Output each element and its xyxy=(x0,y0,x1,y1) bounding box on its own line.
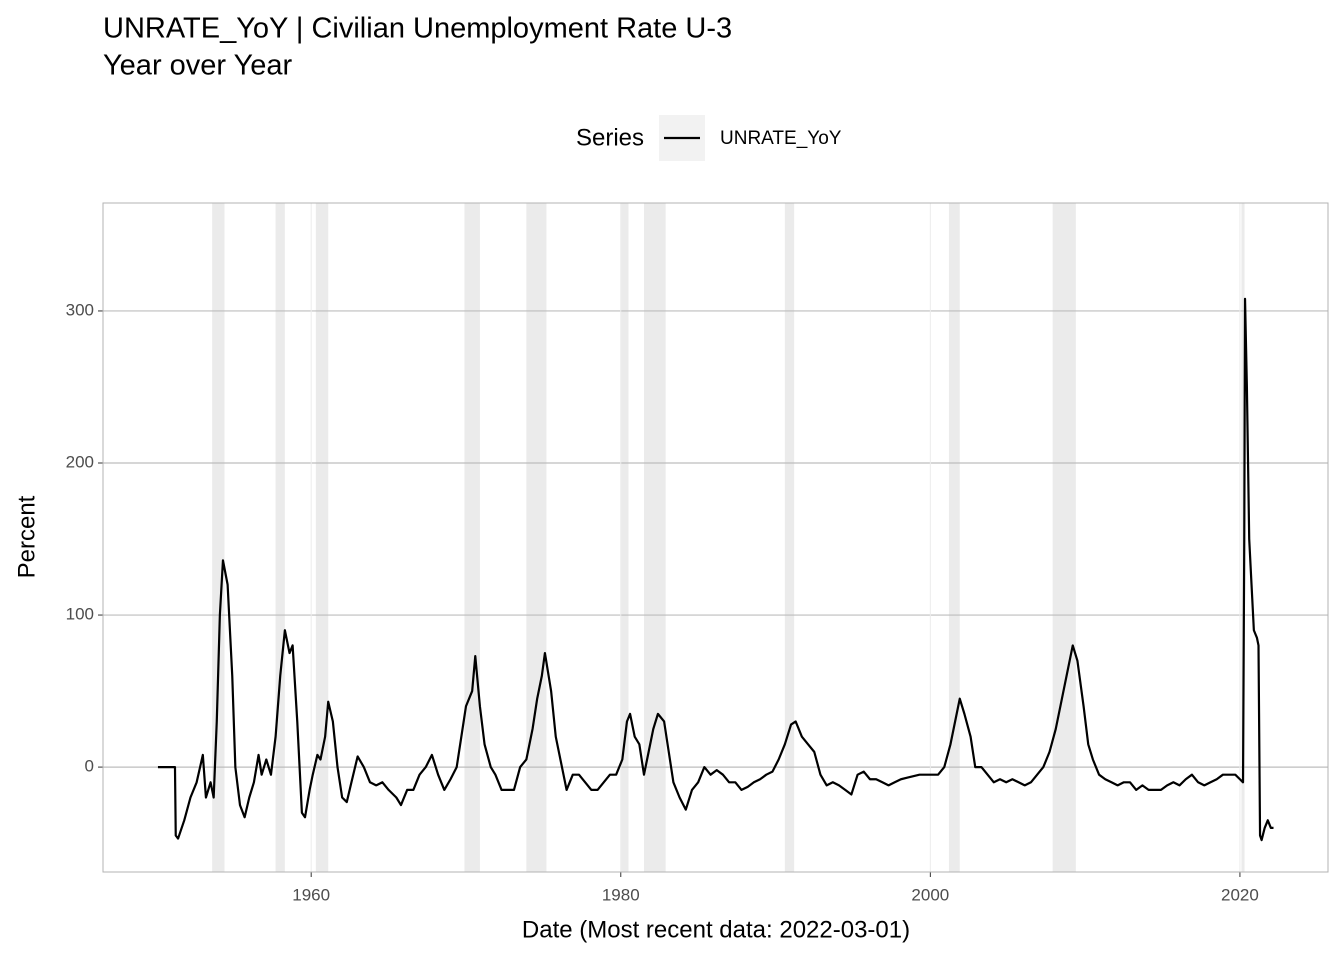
x-tick-label: 1960 xyxy=(292,885,330,904)
x-tick-label: 1980 xyxy=(602,885,640,904)
shaded-period xyxy=(275,203,285,872)
plot-border xyxy=(102,202,1329,873)
legend-label: UNRATE_YoY xyxy=(720,128,842,149)
y-tick-label: 200 xyxy=(66,452,94,471)
series-line xyxy=(157,297,1274,842)
shaded-period xyxy=(464,203,480,872)
shaded-period xyxy=(212,203,225,872)
shaded-period xyxy=(620,203,629,872)
y-tick-label: 100 xyxy=(66,605,94,624)
y-tick-label: 300 xyxy=(66,300,94,319)
x-tick-label: 2020 xyxy=(1221,885,1259,904)
x-axis-title: Date (Most recent data: 2022-03-01) xyxy=(522,916,910,943)
y-tick-label: 0 xyxy=(85,757,94,776)
shaded-period xyxy=(1052,203,1076,872)
x-tick-label: 2000 xyxy=(911,885,949,904)
chart-title: UNRATE_YoY | Civilian Unemployment Rate … xyxy=(103,13,732,45)
legend-title: Series xyxy=(576,124,644,151)
shaded-period xyxy=(526,203,547,872)
y-axis-title: Percent xyxy=(13,495,40,578)
shaded-period xyxy=(315,203,329,872)
shaded-period xyxy=(784,203,795,872)
shaded-period xyxy=(1241,203,1245,872)
chart-subtitle: Year over Year xyxy=(103,50,293,82)
shaded-period xyxy=(948,203,960,872)
shaded-period xyxy=(643,203,666,872)
